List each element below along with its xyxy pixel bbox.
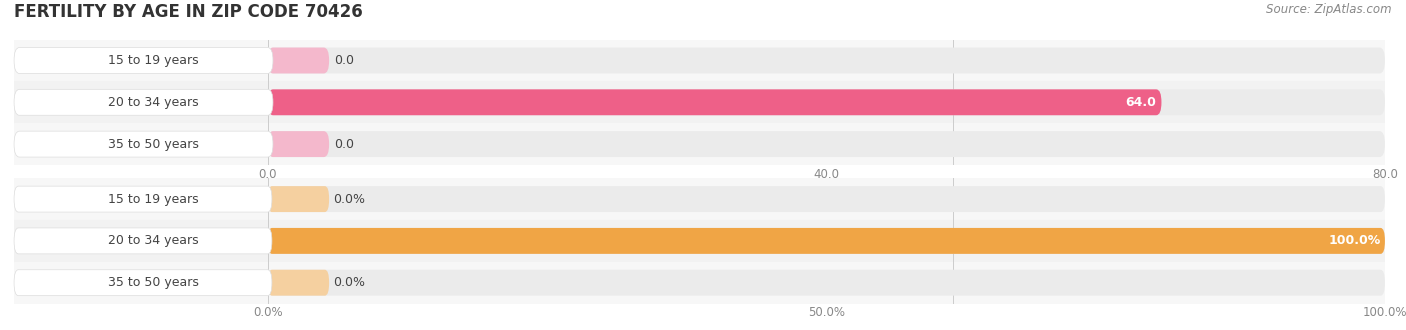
- FancyBboxPatch shape: [14, 228, 271, 254]
- Text: 0.0: 0.0: [335, 138, 354, 150]
- Text: 20 to 34 years: 20 to 34 years: [108, 96, 198, 109]
- Text: 0.0%: 0.0%: [333, 276, 366, 289]
- FancyBboxPatch shape: [14, 186, 271, 212]
- Text: 20 to 34 years: 20 to 34 years: [108, 234, 198, 248]
- FancyBboxPatch shape: [267, 228, 1385, 254]
- Text: 100.0%: 100.0%: [1329, 234, 1381, 248]
- Bar: [14, 220, 1385, 262]
- FancyBboxPatch shape: [14, 270, 271, 296]
- FancyBboxPatch shape: [267, 228, 1385, 254]
- FancyBboxPatch shape: [267, 186, 329, 212]
- Bar: [14, 262, 1385, 304]
- Bar: [14, 178, 1385, 220]
- Text: Source: ZipAtlas.com: Source: ZipAtlas.com: [1267, 3, 1392, 16]
- FancyBboxPatch shape: [267, 48, 1385, 74]
- Text: 35 to 50 years: 35 to 50 years: [108, 138, 200, 150]
- FancyBboxPatch shape: [267, 270, 329, 296]
- Text: 0.0%: 0.0%: [333, 193, 366, 206]
- FancyBboxPatch shape: [267, 131, 329, 157]
- Bar: [14, 123, 1385, 165]
- Text: 64.0: 64.0: [1125, 96, 1156, 109]
- Text: 15 to 19 years: 15 to 19 years: [108, 193, 198, 206]
- Text: 0.0: 0.0: [335, 54, 354, 67]
- FancyBboxPatch shape: [267, 89, 1161, 115]
- FancyBboxPatch shape: [267, 186, 1385, 212]
- Text: 15 to 19 years: 15 to 19 years: [108, 54, 198, 67]
- Bar: [14, 82, 1385, 123]
- FancyBboxPatch shape: [267, 48, 329, 74]
- FancyBboxPatch shape: [267, 270, 1385, 296]
- FancyBboxPatch shape: [14, 89, 273, 115]
- FancyBboxPatch shape: [267, 131, 1385, 157]
- Text: FERTILITY BY AGE IN ZIP CODE 70426: FERTILITY BY AGE IN ZIP CODE 70426: [14, 3, 363, 21]
- Bar: [14, 40, 1385, 82]
- FancyBboxPatch shape: [267, 89, 1385, 115]
- FancyBboxPatch shape: [14, 131, 273, 157]
- FancyBboxPatch shape: [14, 48, 273, 74]
- Text: 35 to 50 years: 35 to 50 years: [108, 276, 200, 289]
